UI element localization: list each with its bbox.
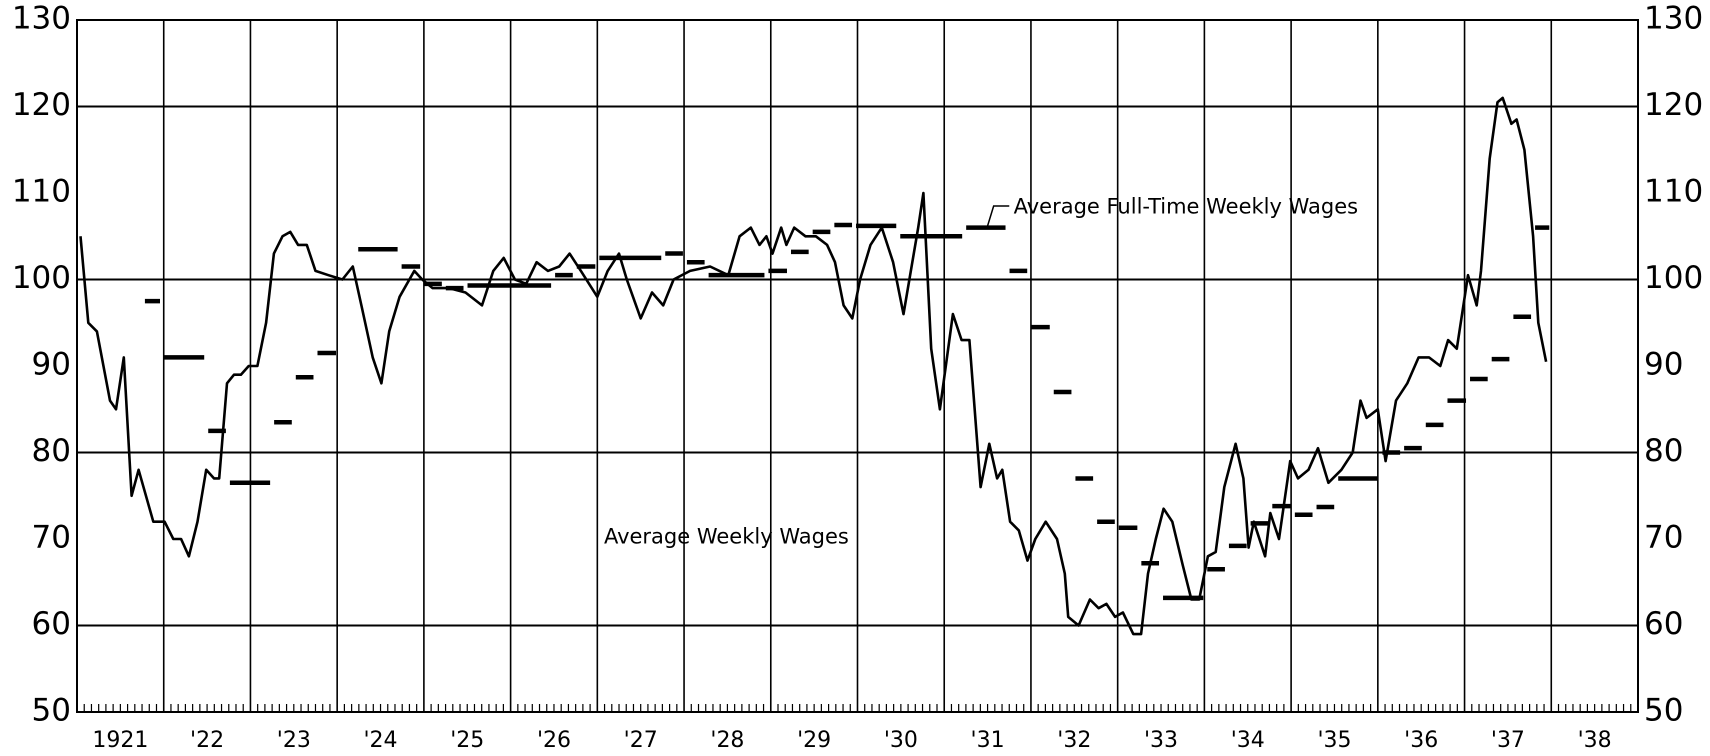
x-tick-label: '31 <box>971 728 1005 753</box>
y2-tick-label: 70 <box>1644 520 1683 556</box>
y2-tick-label: 100 <box>1644 260 1703 296</box>
y-tick-label: 90 <box>32 347 71 383</box>
y-tick-label: 100 <box>12 260 71 296</box>
x-tick-label: '24 <box>364 728 398 753</box>
y-tick-label: 70 <box>32 520 71 556</box>
annotation-leader <box>986 205 1010 227</box>
weekly-wages-line <box>79 96 1548 636</box>
x-tick-label: '23 <box>277 728 311 753</box>
y-tick-label: 50 <box>32 693 71 729</box>
y-tick-label: 60 <box>32 606 71 642</box>
x-tick-label: '35 <box>1317 728 1351 753</box>
x-tick-label: '37 <box>1491 728 1525 753</box>
y2-tick-label: 130 <box>1644 1 1703 37</box>
x-tick-label: '28 <box>710 728 744 753</box>
y-tick-label: 120 <box>12 87 71 123</box>
y2-tick-label: 60 <box>1644 606 1683 642</box>
x-tick-label: '36 <box>1404 728 1438 753</box>
y2-tick-label: 50 <box>1644 693 1683 729</box>
x-tick-label: '26 <box>537 728 571 753</box>
y-tick-label: 110 <box>12 174 71 210</box>
x-tick-label: '34 <box>1231 728 1265 753</box>
y2-tick-label: 90 <box>1644 347 1683 383</box>
x-tick-label: '27 <box>624 728 658 753</box>
x-tick-label: '38 <box>1578 728 1612 753</box>
y2-tick-label: 120 <box>1644 87 1703 123</box>
x-tick-label: '33 <box>1144 728 1178 753</box>
x-tick-label: 1921 <box>92 728 148 753</box>
series-label: Average Weekly Wages <box>604 524 849 548</box>
y2-tick-label: 110 <box>1644 174 1703 210</box>
y-tick-label: 130 <box>12 1 71 37</box>
series-label: Average Full-Time Weekly Wages <box>1014 195 1359 219</box>
y-tick-label: 80 <box>32 433 71 469</box>
x-tick-label: '30 <box>884 728 918 753</box>
x-tick-label: '29 <box>797 728 831 753</box>
x-tick-label: '32 <box>1057 728 1091 753</box>
x-tick-label: '22 <box>190 728 224 753</box>
y2-tick-label: 80 <box>1644 433 1683 469</box>
x-tick-label: '25 <box>450 728 484 753</box>
